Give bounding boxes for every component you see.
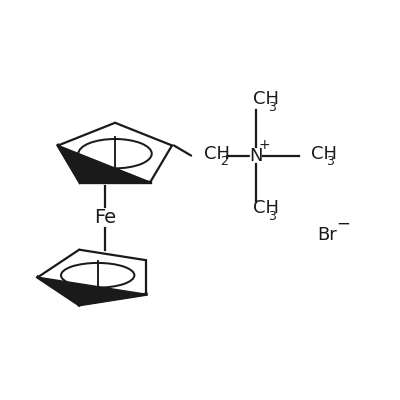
Text: CH: CH	[204, 145, 230, 163]
Text: 3: 3	[326, 155, 334, 168]
Text: +: +	[259, 138, 270, 152]
Text: N: N	[249, 146, 263, 164]
Polygon shape	[38, 277, 146, 305]
Polygon shape	[58, 146, 150, 182]
Text: Fe: Fe	[94, 208, 116, 227]
Text: CH: CH	[311, 145, 337, 163]
Text: CH: CH	[253, 199, 279, 217]
Text: CH: CH	[253, 90, 279, 108]
Text: −: −	[337, 215, 350, 233]
Text: 3: 3	[268, 210, 276, 223]
Text: Br: Br	[318, 226, 337, 244]
Text: 3: 3	[268, 101, 276, 114]
Text: 2: 2	[220, 155, 228, 168]
